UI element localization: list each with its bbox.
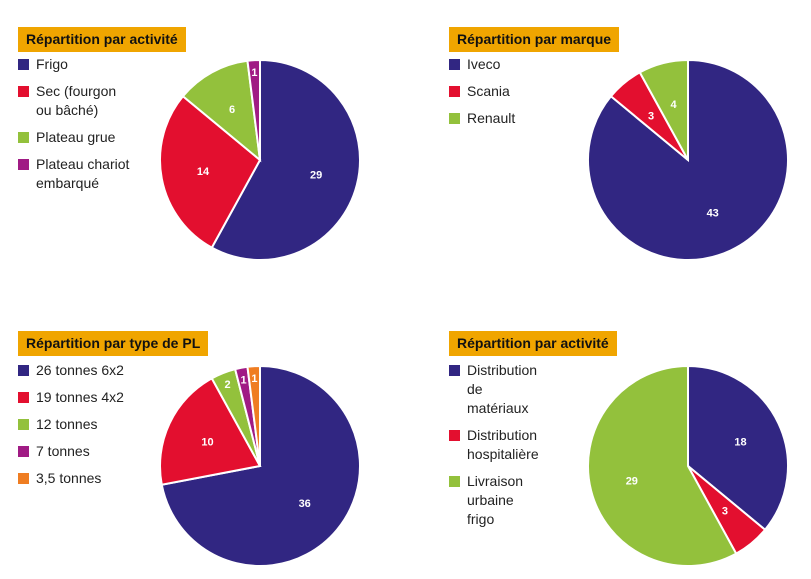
legend-swatch: [18, 159, 29, 170]
legend-swatch: [18, 132, 29, 143]
pie-slice: [246, 58, 261, 161]
legend-label: Distribution: [467, 427, 538, 443]
legend-label: de matériaux: [467, 381, 529, 416]
slice-value-label: 1: [240, 375, 246, 387]
legend-label: Livraison: [467, 473, 524, 489]
pie-slice: [246, 364, 261, 467]
slice-value-label: 10: [201, 436, 213, 448]
legend-label: Distribution: [467, 362, 538, 378]
legend: Iveco Scania Renault: [449, 55, 515, 136]
slice-value-label: 18: [734, 436, 746, 448]
legend-item: 26 tonnes 6x2: [18, 361, 124, 380]
legend-label: 7 tonnes: [36, 443, 90, 459]
legend-item: Sec (fourgon ou bâché): [18, 82, 129, 120]
legend-swatch: [18, 392, 29, 403]
slice-value-label: 36: [299, 498, 311, 510]
legend-label: Frigo: [36, 56, 68, 72]
legend-swatch: [449, 113, 460, 124]
pie-panel-marque: Répartition par marque Iveco Scania Renaul…: [0, 0, 789, 280]
slice-value-label: 6: [229, 104, 235, 116]
legend-label: embarqué: [36, 175, 100, 191]
legend-item: Renault: [449, 109, 515, 128]
legend-label: Plateau chariot: [36, 156, 130, 172]
legend-item: Distribution de matériaux: [449, 361, 539, 418]
pie-slice: [210, 58, 361, 261]
pie-slice: [587, 364, 738, 567]
legend-item: 3,5 tonnes: [18, 469, 124, 488]
legend-item: Distribution hospitalière: [449, 426, 539, 464]
legend-label: Sec (fourgon: [36, 83, 117, 99]
legend-swatch: [449, 430, 460, 441]
legend-label: 12 tonnes: [36, 416, 98, 432]
legend-label: hospitalière: [467, 446, 539, 462]
slice-value-label: 29: [310, 169, 322, 181]
slice-value-label: 1: [251, 373, 257, 385]
pie-chart: 29 14 6 1: [159, 58, 361, 261]
legend-label: 19 tonnes 4x2: [36, 389, 124, 405]
slice-value-label: 29: [626, 475, 638, 487]
legend-label: Plateau grue: [36, 129, 116, 145]
slice-value-label: 43: [707, 207, 719, 219]
legend: 26 tonnes 6x2 19 tonnes 4x2 12 tonnes 7 ton…: [18, 361, 124, 496]
legend-swatch: [18, 446, 29, 457]
legend-item: Frigo: [18, 55, 129, 74]
pie-slice: [159, 94, 262, 249]
legend-swatch: [449, 86, 460, 97]
pie-slice: [687, 364, 789, 532]
legend-swatch: [18, 419, 29, 430]
slice-value-label: 3: [722, 506, 728, 518]
legend: Distribution de matériaux Distribution hosp…: [449, 361, 539, 537]
pie-panel-type-pl: Répartition par type de PL 26 tonnes 6x2…: [0, 0, 400, 567]
chart-title: Répartition par marque: [449, 27, 620, 52]
legend-item: 7 tonnes: [18, 442, 124, 461]
legend-label: Scania: [467, 83, 510, 99]
pie-slice: [638, 58, 689, 161]
slice-value-label: 14: [197, 166, 210, 178]
chart-title: Répartition par activité: [449, 331, 617, 356]
pie-slice: [181, 59, 262, 163]
slice-value-label: 3: [648, 110, 654, 122]
pie-slice: [159, 377, 262, 486]
slice-value-label: 4: [671, 99, 678, 111]
legend-swatch: [18, 86, 29, 97]
legend-swatch: [18, 473, 29, 484]
legend-label: Renault: [467, 110, 516, 126]
pie-chart: 18 3 29: [587, 364, 789, 567]
legend-item: 19 tonnes 4x2: [18, 388, 124, 407]
pie-chart: 43 3 4: [587, 58, 789, 261]
legend-label: ou bâché): [36, 102, 99, 118]
slice-value-label: 1: [251, 67, 257, 79]
chart-title: Répartition par type de PL: [18, 331, 209, 356]
legend-label: 3,5 tonnes: [36, 470, 102, 486]
legend-item: Plateau grue: [18, 128, 129, 147]
legend-item: Scania: [449, 82, 515, 101]
legend-item: 12 tonnes: [18, 415, 124, 434]
legend: Frigo Sec (fourgon ou bâché) Plateau grue Pl…: [18, 55, 129, 201]
pie-panel-activite-2: Répartition par activité Distribution de …: [0, 0, 789, 567]
chart-title: Répartition par activité: [18, 27, 186, 52]
legend-item: Livraison urbaine frigo: [449, 472, 539, 529]
legend-swatch: [449, 59, 460, 70]
legend-item: Iveco: [449, 55, 515, 74]
legend-item: Plateau chariot embarqué: [18, 155, 129, 193]
legend-swatch: [18, 365, 29, 376]
legend-label: 26 tonnes 6x2: [36, 362, 124, 378]
legend-swatch: [449, 365, 460, 376]
legend-swatch: [18, 59, 29, 70]
legend-label: urbaine frigo: [467, 492, 514, 527]
pie-panel-activite-1: Répartition par activité Frigo Sec (fourg…: [0, 0, 400, 280]
legend-swatch: [449, 476, 460, 487]
legend-label: Iveco: [467, 56, 501, 72]
slice-value-label: 2: [225, 379, 231, 391]
